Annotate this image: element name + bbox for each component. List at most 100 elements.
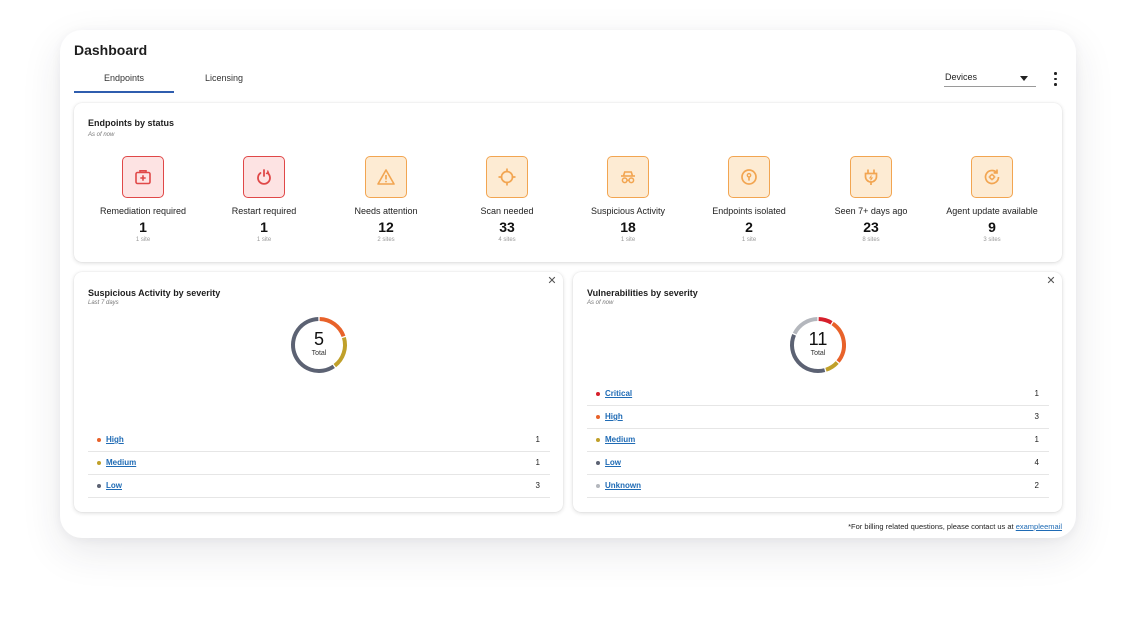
donut-segment-low [790, 334, 826, 373]
severity-link[interactable]: Unknown [605, 481, 641, 490]
severity-link[interactable]: Low [106, 481, 122, 490]
contact-email-link[interactable]: exampleemail [1015, 522, 1062, 531]
status-label: Endpoints isolated [712, 206, 786, 216]
status-tile[interactable]: Suspicious Activity 18 1 site [558, 156, 698, 243]
severity-dot [596, 461, 600, 465]
status-label: Suspicious Activity [590, 206, 666, 216]
card-title: Endpoints by status [88, 118, 175, 128]
severity-donut-chart [291, 317, 347, 373]
severity-dot [596, 484, 600, 488]
severity-count: 1 [535, 435, 540, 444]
card-title: Suspicious Activity by severity [88, 288, 221, 298]
severity-list: Critical 1 High 3 Medium 1 Low 4 Unknown 2 [587, 383, 1049, 498]
status-label: Scan needed [480, 206, 534, 216]
severity-dot [596, 438, 600, 442]
severity-row: Medium 1 [587, 429, 1049, 452]
spy-icon [607, 156, 649, 198]
status-sites: 8 sites [862, 237, 880, 243]
severity-donut-chart [790, 317, 846, 373]
status-label: Agent update available [946, 206, 1038, 216]
status-label: Seen 7+ days ago [834, 206, 908, 216]
card-title: Vulnerabilities by severity [587, 288, 698, 298]
endpoints-by-status-card: Endpoints by status As of now Remediatio… [74, 103, 1062, 262]
status-label: Restart required [231, 206, 297, 216]
status-sites: 4 sites [498, 237, 516, 243]
power-icon [243, 156, 285, 198]
severity-dot [596, 392, 600, 396]
donut-total: 5 [313, 329, 324, 349]
severity-link[interactable]: Medium [106, 458, 137, 467]
dashboard-frame: Dashboard Endpoints Licensing Devices En… [60, 30, 1076, 538]
severity-link[interactable]: High [106, 435, 124, 444]
status-sites: 1 site [135, 237, 151, 243]
severity-row: Critical 1 [587, 383, 1049, 406]
severity-dot [97, 484, 101, 488]
severity-dot [97, 461, 101, 465]
severity-count: 1 [1034, 435, 1039, 444]
footer-text: *For billing related questions, please c… [848, 522, 1016, 531]
severity-link[interactable]: Medium [605, 435, 636, 444]
severity-link[interactable]: Low [605, 458, 621, 467]
donut-center: 5 Total [289, 329, 349, 357]
severity-row: Unknown 2 [587, 475, 1049, 498]
status-count: 18 [620, 219, 636, 235]
severity-row: Low 3 [88, 475, 550, 498]
severity-count: 3 [535, 481, 540, 490]
status-sites: 1 site [741, 237, 757, 243]
card-subtitle: As of now [587, 300, 614, 306]
severity-row: Low 4 [587, 452, 1049, 475]
donut-total-label: Total [810, 350, 826, 357]
status-sites: 1 site [620, 237, 636, 243]
close-icon[interactable]: ✕ [1046, 275, 1056, 287]
severity-dot [596, 415, 600, 419]
billing-footer: *For billing related questions, please c… [848, 522, 1062, 531]
severity-row: Medium 1 [88, 452, 550, 475]
status-tile[interactable]: Endpoints isolated 2 1 site [679, 156, 819, 243]
severity-link[interactable]: Critical [605, 389, 633, 398]
status-tile[interactable]: Scan needed 33 4 sites [437, 156, 577, 243]
crosshair-icon [486, 156, 528, 198]
keyhole-icon [728, 156, 770, 198]
donut-total: 11 [808, 329, 828, 349]
status-tile[interactable]: Remediation required 1 1 site [73, 156, 213, 243]
caret-down-icon [1020, 76, 1028, 81]
close-icon[interactable]: ✕ [547, 275, 557, 287]
severity-dot [97, 438, 101, 442]
severity-count: 1 [535, 458, 540, 467]
page-title: Dashboard [74, 42, 148, 58]
donut-segment-medium [825, 361, 839, 372]
severity-list: High 1 Medium 1 Low 3 [88, 429, 550, 498]
status-sites: 3 sites [983, 237, 1001, 243]
status-tile[interactable]: Agent update available 9 3 sites [922, 156, 1062, 243]
vulnerabilities-card: Vulnerabilities by severity As of now ✕ … [573, 272, 1062, 512]
severity-link[interactable]: High [605, 412, 623, 421]
status-count: 12 [378, 219, 394, 235]
status-label: Remediation required [99, 206, 187, 216]
severity-count: 2 [1034, 481, 1039, 490]
donut-total-label: Total [311, 350, 327, 357]
status-count: 33 [499, 219, 515, 235]
active-tab-indicator [74, 91, 174, 93]
tab-licensing[interactable]: Licensing [204, 73, 244, 83]
devices-dropdown-value: Devices [945, 72, 978, 82]
devices-dropdown[interactable]: Devices [944, 71, 1036, 87]
status-count: 1 [260, 219, 268, 235]
card-subtitle: As of now [88, 132, 115, 138]
severity-count: 3 [1034, 412, 1039, 421]
donut-segment-critical [818, 317, 833, 325]
more-options-icon[interactable] [1049, 72, 1061, 86]
tab-endpoints[interactable]: Endpoints [103, 73, 145, 83]
status-count: 9 [988, 219, 996, 235]
severity-row: High 3 [587, 406, 1049, 429]
status-count: 2 [745, 219, 753, 235]
donut-segment-unknown [792, 317, 818, 335]
status-tile[interactable]: Needs attention 12 2 sites [316, 156, 456, 243]
status-count: 23 [863, 219, 879, 235]
warning-icon [365, 156, 407, 198]
severity-count: 4 [1034, 458, 1039, 467]
donut-center: 11 Total [788, 329, 848, 357]
status-tile[interactable]: Restart required 1 1 site [194, 156, 334, 243]
status-tile[interactable]: Seen 7+ days ago 23 8 sites [801, 156, 941, 243]
status-sites: 1 site [256, 237, 272, 243]
severity-count: 1 [1034, 389, 1039, 398]
